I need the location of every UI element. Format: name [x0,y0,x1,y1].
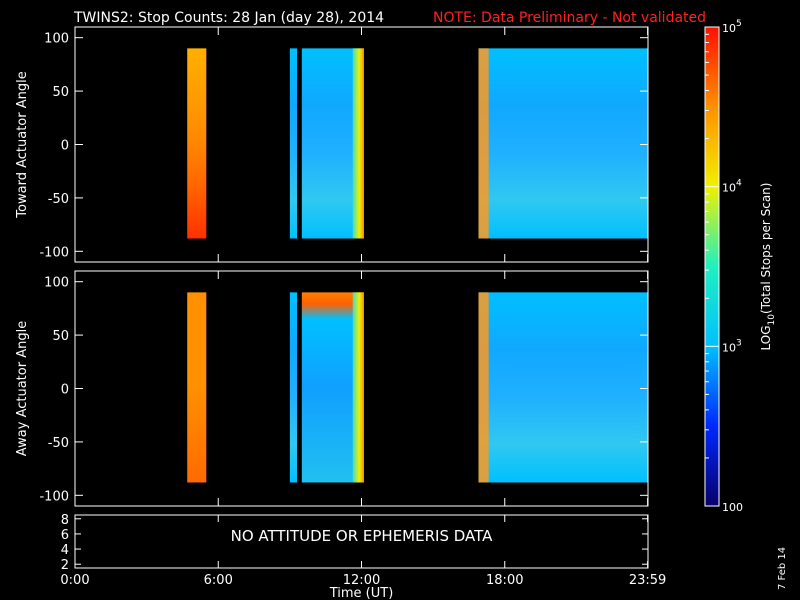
no-data-message: NO ATTITUDE OR EPHEMERIS DATA [231,527,494,545]
y-tick-label: 50 [52,85,69,100]
y-tick-label: -100 [39,489,69,504]
y-tick-label: 2 [61,558,69,573]
colorbar-tick-label: 103 [722,338,742,354]
away-data-block [478,292,648,483]
preliminary-note: NOTE: Data Preliminary - Not validated [433,10,707,26]
y-tick-label: -50 [48,192,69,207]
colorbar-tick-label: 104 [722,179,742,195]
y-tick-label: 100 [44,276,69,291]
away-data-edge [478,292,489,483]
x-tick-label: 6:00 [204,573,233,588]
away-ylabel: Away Actuator Angle [15,321,30,456]
y-tick-label: 6 [61,528,69,543]
y-tick-label: 8 [61,513,69,528]
x-tick-label: 12:00 [343,573,380,588]
away-data-block [187,292,207,483]
x-tick-label: 0:00 [60,573,89,588]
x-axis-label: Time (UT) [329,586,394,600]
y-tick-label: 4 [61,543,69,558]
y-tick-label: 50 [52,329,69,344]
colorbar-label: LOG10(Total Stops per Scan) [759,183,777,351]
colorbar-tick-label: 105 [722,19,742,35]
toward-ylabel: Toward Actuator Angle [15,71,30,218]
toward-data-block [478,48,648,239]
x-tick-label: 18:00 [486,573,523,588]
toward-data-block [289,48,298,239]
toward-data-block [187,48,207,239]
x-tick-label: 23:59 [629,573,666,588]
y-tick-label: 100 [44,32,69,47]
y-tick-label: 0 [61,383,69,398]
colorbar-tick-label: 100 [722,501,743,514]
colorbar-scale [704,26,720,507]
away-panel: -100 -50 0 50 100 Away Actuator Angle [15,270,649,507]
toward-panel: -100 -50 0 50 100 Toward Actuator Angle [15,26,649,263]
date-stamp: 7 Feb 14 [777,546,788,590]
away-data-block [289,292,298,483]
y-tick-label: -100 [39,245,69,260]
toward-data-edge [352,48,364,239]
chart-title: TWINS2: Stop Counts: 28 Jan (day 28), 20… [74,10,385,26]
y-tick-label: -50 [48,436,69,451]
toward-data-edge [478,48,489,239]
colorbar: 105 104 103 100 LOG10(Total Stops per Scan) [704,19,777,514]
away-data-edge [352,292,364,483]
y-tick-label: 0 [61,139,69,154]
